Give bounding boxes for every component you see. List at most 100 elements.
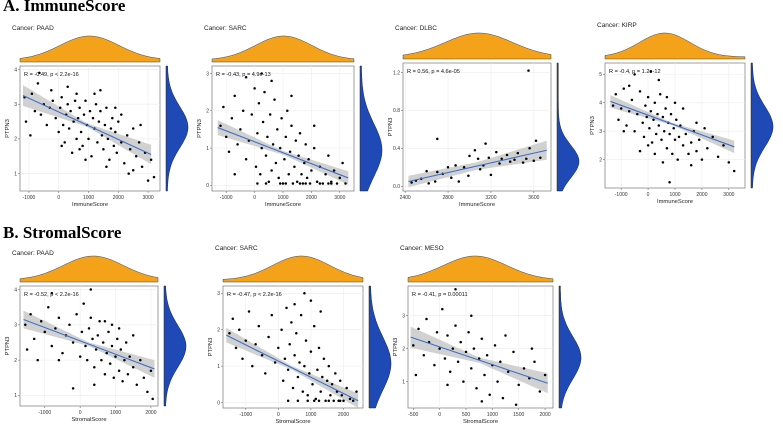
data-point: [681, 107, 685, 110]
y-tick-label: 2: [14, 137, 17, 143]
data-point: [521, 161, 525, 164]
data-point: [32, 337, 36, 341]
data-point: [433, 180, 437, 183]
y-tick-label: 2: [217, 328, 220, 334]
data-point: [244, 339, 248, 342]
data-point: [47, 305, 50, 309]
data-point: [317, 399, 321, 402]
data-point: [468, 154, 471, 158]
data-point: [673, 101, 677, 105]
data-point: [299, 313, 303, 317]
y-tick-label: 0.8: [393, 108, 400, 114]
data-point: [495, 150, 498, 154]
y-axis-label: PTPN3: [590, 116, 596, 135]
chart-title: Cancer: SARC: [215, 245, 258, 252]
data-point: [522, 367, 526, 370]
data-point: [57, 316, 61, 320]
chart-panel-immune-kirp: Cancer: KIRP R = -0.4, p = 1.2e-12 -1000 0 1…: [590, 22, 774, 205]
data-point: [88, 109, 92, 113]
data-point: [244, 158, 248, 161]
data-point: [454, 324, 457, 327]
stat-label: R = -0.47, p < 2.2e-16: [227, 292, 282, 298]
data-point: [230, 116, 234, 120]
data-point: [448, 370, 452, 373]
data-point: [473, 148, 477, 152]
data-point: [283, 158, 286, 161]
data-point: [436, 170, 439, 174]
data-point: [330, 182, 333, 185]
data-point: [254, 343, 257, 346]
density-top: [211, 35, 355, 63]
data-point: [614, 93, 618, 96]
data-point: [91, 116, 95, 120]
data-point: [324, 172, 327, 176]
data-point: [264, 182, 268, 185]
y-axis-label: PTPN3: [388, 118, 394, 137]
data-point: [151, 397, 154, 401]
data-point: [250, 113, 254, 116]
data-point: [257, 102, 261, 105]
x-tick-label: 0: [647, 192, 650, 198]
data-point: [681, 144, 685, 147]
chart-title: Cancer: MESO: [400, 245, 444, 252]
data-point: [257, 324, 261, 328]
data-point: [308, 372, 311, 375]
chart-panel-immune-dlbc: Cancer: DLBC R = 0.56, p = 4.6e-05 2400 280…: [388, 25, 580, 208]
data-point: [622, 87, 626, 90]
data-point: [501, 396, 505, 400]
data-point: [617, 118, 620, 122]
data-point: [131, 168, 135, 172]
data-point: [438, 347, 441, 350]
data-point: [117, 327, 121, 330]
data-point: [303, 292, 306, 295]
data-point: [231, 317, 235, 321]
data-point: [277, 176, 280, 180]
data-point: [525, 157, 528, 161]
data-point: [338, 399, 342, 402]
data-point: [459, 340, 462, 344]
data-point: [630, 98, 634, 102]
data-point: [50, 89, 53, 92]
data-point: [107, 330, 110, 334]
y-tick-label: 4: [599, 101, 602, 107]
data-point: [312, 146, 316, 150]
data-point: [288, 343, 291, 346]
data-point: [636, 112, 639, 116]
data-point: [627, 84, 631, 87]
data-point: [476, 157, 480, 161]
data-point: [96, 334, 100, 337]
data-point: [274, 161, 278, 165]
data-point: [317, 346, 321, 350]
density-top: [19, 255, 159, 283]
y-tick-label: 1: [206, 146, 209, 152]
data-point: [505, 153, 509, 157]
data-point: [81, 144, 84, 148]
data-point: [314, 397, 318, 401]
data-point: [87, 137, 90, 141]
data-point: [24, 323, 27, 327]
x-tick-label: -1000: [23, 195, 36, 201]
data-point: [496, 380, 499, 383]
data-point: [287, 172, 290, 176]
x-tick-label: -1000: [38, 410, 51, 416]
y-tick-label: 4: [14, 67, 17, 73]
data-point: [716, 155, 720, 159]
data-point: [348, 397, 352, 401]
data-point: [66, 102, 69, 106]
data-point: [105, 165, 108, 168]
data-point: [649, 70, 653, 73]
data-point: [267, 180, 271, 183]
x-tick-label: 0: [438, 412, 441, 418]
data-point: [239, 128, 242, 131]
data-point: [652, 118, 655, 122]
data-point: [330, 180, 333, 183]
data-point: [96, 141, 99, 144]
data-point: [319, 310, 322, 313]
data-point: [660, 138, 663, 141]
data-point: [332, 169, 336, 172]
data-point: [80, 330, 84, 334]
data-point: [673, 138, 677, 141]
data-point: [24, 120, 28, 123]
data-point: [467, 174, 470, 178]
data-point: [467, 330, 470, 334]
